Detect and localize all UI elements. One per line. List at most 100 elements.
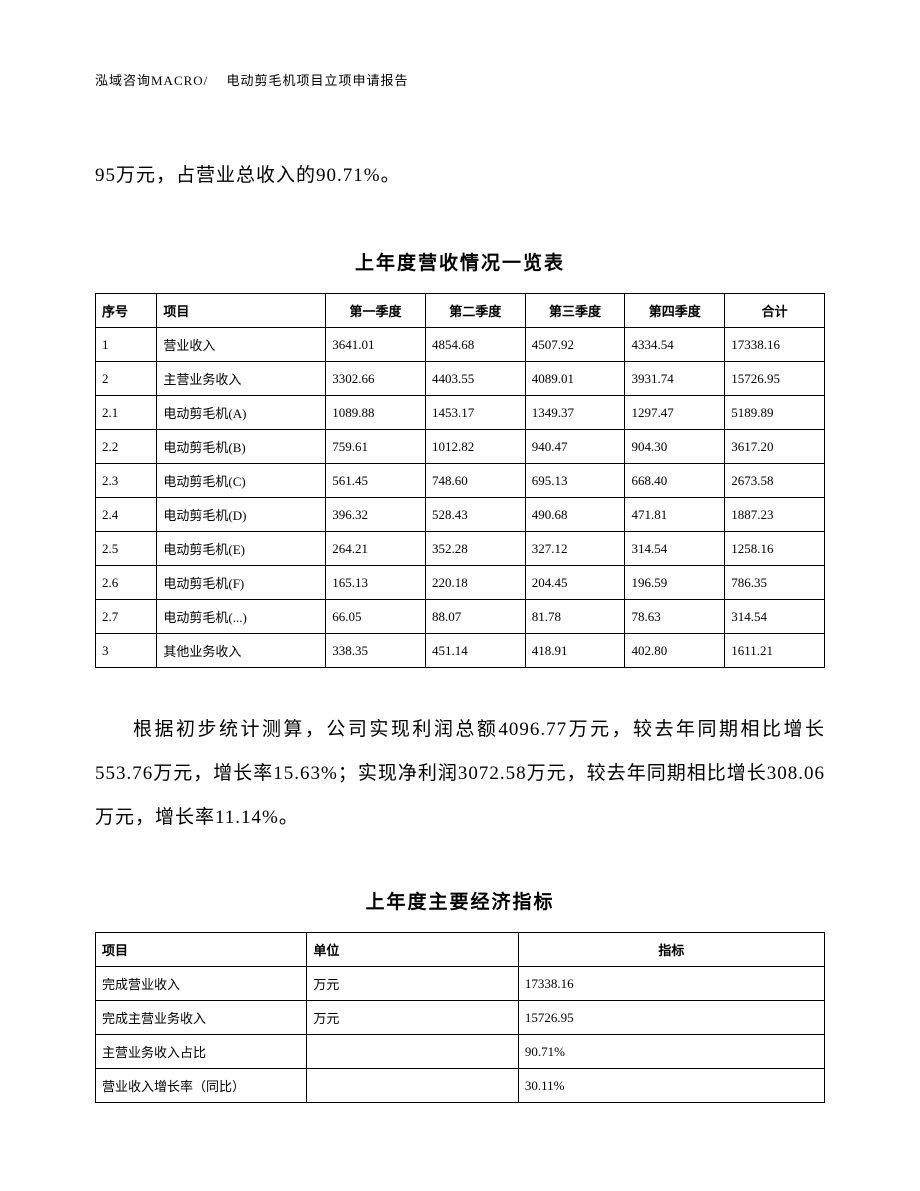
table-row: 完成营业收入万元17338.16 bbox=[96, 967, 825, 1001]
table-cell: 1349.37 bbox=[525, 396, 625, 430]
table2-title: 上年度主要经济指标 bbox=[95, 887, 825, 914]
table-cell: 营业收入 bbox=[157, 328, 326, 362]
table-cell: 1258.16 bbox=[725, 532, 825, 566]
table-cell: 748.60 bbox=[425, 464, 525, 498]
table-cell: 电动剪毛机(C) bbox=[157, 464, 326, 498]
table-cell: 264.21 bbox=[326, 532, 426, 566]
table-cell: 4089.01 bbox=[525, 362, 625, 396]
table-cell: 314.54 bbox=[725, 600, 825, 634]
table-cell: 2.5 bbox=[96, 532, 157, 566]
table-cell: 402.80 bbox=[625, 634, 725, 668]
table-cell: 4507.92 bbox=[525, 328, 625, 362]
table-cell: 786.35 bbox=[725, 566, 825, 600]
table-cell bbox=[307, 1069, 518, 1103]
table-row: 2.3电动剪毛机(C)561.45748.60695.13668.402673.… bbox=[96, 464, 825, 498]
table-row: 主营业务收入占比 90.71% bbox=[96, 1035, 825, 1069]
table-cell: 561.45 bbox=[326, 464, 426, 498]
table-cell: 81.78 bbox=[525, 600, 625, 634]
col-q3-header: 第三季度 bbox=[525, 294, 625, 328]
table-cell: 1012.82 bbox=[425, 430, 525, 464]
col-seq-header: 序号 bbox=[96, 294, 157, 328]
table-cell: 15726.95 bbox=[725, 362, 825, 396]
table-cell: 1453.17 bbox=[425, 396, 525, 430]
table-cell: 3641.01 bbox=[326, 328, 426, 362]
table-cell: 4854.68 bbox=[425, 328, 525, 362]
table-cell: 2.3 bbox=[96, 464, 157, 498]
table-cell: 1611.21 bbox=[725, 634, 825, 668]
table1-title: 上年度营收情况一览表 bbox=[95, 248, 825, 275]
table-cell: 主营业务收入 bbox=[157, 362, 326, 396]
table-cell: 2673.58 bbox=[725, 464, 825, 498]
table-cell: 电动剪毛机(F) bbox=[157, 566, 326, 600]
revenue-table: 序号 项目 第一季度 第二季度 第三季度 第四季度 合计 1营业收入3641.0… bbox=[95, 293, 825, 668]
table-cell: 352.28 bbox=[425, 532, 525, 566]
table-cell: 万元 bbox=[307, 1001, 518, 1035]
table-cell: 3931.74 bbox=[625, 362, 725, 396]
table-cell: 2.2 bbox=[96, 430, 157, 464]
table-cell: 78.63 bbox=[625, 600, 725, 634]
page-header: 泓域咨询MACRO/ 电动剪毛机项目立项申请报告 bbox=[95, 70, 825, 89]
table-cell bbox=[307, 1035, 518, 1069]
table-cell: 668.40 bbox=[625, 464, 725, 498]
table-cell: 2 bbox=[96, 362, 157, 396]
table-cell: 万元 bbox=[307, 967, 518, 1001]
table-row: 1营业收入3641.014854.684507.924334.5417338.1… bbox=[96, 328, 825, 362]
table-cell: 4334.54 bbox=[625, 328, 725, 362]
table-cell: 338.35 bbox=[326, 634, 426, 668]
table-cell: 4403.55 bbox=[425, 362, 525, 396]
table-cell: 3617.20 bbox=[725, 430, 825, 464]
table-cell: 90.71% bbox=[518, 1035, 824, 1069]
table-cell: 471.81 bbox=[625, 498, 725, 532]
table-cell: 其他业务收入 bbox=[157, 634, 326, 668]
col-q2-header: 第二季度 bbox=[425, 294, 525, 328]
table-cell: 15726.95 bbox=[518, 1001, 824, 1035]
table-cell: 528.43 bbox=[425, 498, 525, 532]
table-cell: 3 bbox=[96, 634, 157, 668]
table-cell: 1297.47 bbox=[625, 396, 725, 430]
col-item2-header: 项目 bbox=[96, 933, 307, 967]
table-cell: 1089.88 bbox=[326, 396, 426, 430]
table-cell: 904.30 bbox=[625, 430, 725, 464]
table-cell: 418.91 bbox=[525, 634, 625, 668]
table-row: 营业收入增长率（同比）30.11% bbox=[96, 1069, 825, 1103]
table-cell: 2.7 bbox=[96, 600, 157, 634]
continuation-text: 95万元，占营业总收入的90.71%。 bbox=[95, 159, 825, 193]
table-cell: 165.13 bbox=[326, 566, 426, 600]
table-header-row: 序号 项目 第一季度 第二季度 第三季度 第四季度 合计 bbox=[96, 294, 825, 328]
col-q4-header: 第四季度 bbox=[625, 294, 725, 328]
table-cell: 3302.66 bbox=[326, 362, 426, 396]
table-cell: 主营业务收入占比 bbox=[96, 1035, 307, 1069]
col-q1-header: 第一季度 bbox=[326, 294, 426, 328]
table-cell: 220.18 bbox=[425, 566, 525, 600]
table-row: 2.2电动剪毛机(B)759.611012.82940.47904.303617… bbox=[96, 430, 825, 464]
table-cell: 451.14 bbox=[425, 634, 525, 668]
col-item-header: 项目 bbox=[157, 294, 326, 328]
table-cell: 完成主营业务收入 bbox=[96, 1001, 307, 1035]
table-cell: 电动剪毛机(A) bbox=[157, 396, 326, 430]
table-cell: 940.47 bbox=[525, 430, 625, 464]
table-cell: 营业收入增长率（同比） bbox=[96, 1069, 307, 1103]
table-cell: 196.59 bbox=[625, 566, 725, 600]
table-row: 2主营业务收入3302.664403.554089.013931.7415726… bbox=[96, 362, 825, 396]
table-cell: 490.68 bbox=[525, 498, 625, 532]
table-cell: 314.54 bbox=[625, 532, 725, 566]
table-cell: 204.45 bbox=[525, 566, 625, 600]
table-cell: 1 bbox=[96, 328, 157, 362]
table-row: 2.5电动剪毛机(E)264.21352.28327.12314.541258.… bbox=[96, 532, 825, 566]
table-cell: 电动剪毛机(D) bbox=[157, 498, 326, 532]
table-row: 2.1电动剪毛机(A)1089.881453.171349.371297.475… bbox=[96, 396, 825, 430]
table-row: 完成主营业务收入万元15726.95 bbox=[96, 1001, 825, 1035]
table-cell: 电动剪毛机(...) bbox=[157, 600, 326, 634]
table-cell: 327.12 bbox=[525, 532, 625, 566]
table-cell: 2.4 bbox=[96, 498, 157, 532]
table-cell: 1887.23 bbox=[725, 498, 825, 532]
table-row: 2.4电动剪毛机(D)396.32528.43490.68471.811887.… bbox=[96, 498, 825, 532]
economic-indicators-table: 项目 单位 指标 完成营业收入万元17338.16完成主营业务收入万元15726… bbox=[95, 932, 825, 1103]
table-cell: 完成营业收入 bbox=[96, 967, 307, 1001]
table-cell: 17338.16 bbox=[725, 328, 825, 362]
table-row: 2.7电动剪毛机(...)66.0588.0781.7878.63314.54 bbox=[96, 600, 825, 634]
col-total-header: 合计 bbox=[725, 294, 825, 328]
col-metric2-header: 指标 bbox=[518, 933, 824, 967]
table-row: 3其他业务收入338.35451.14418.91402.801611.21 bbox=[96, 634, 825, 668]
table-cell: 电动剪毛机(B) bbox=[157, 430, 326, 464]
